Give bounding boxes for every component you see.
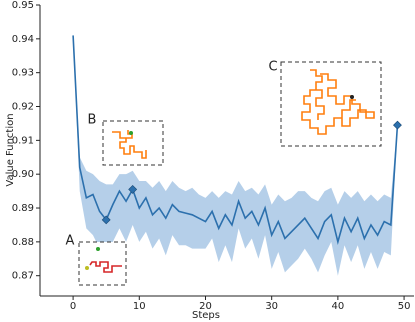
y-axis-label: Value Function	[5, 113, 16, 186]
y-tick-label: 0.92	[12, 102, 34, 113]
y-tick-label: 0.88	[12, 237, 34, 248]
diamond-marker	[393, 120, 402, 130]
annotation-label: A	[66, 234, 75, 249]
y-tick-label: 0.95	[12, 0, 34, 11]
inset-trajectory	[89, 261, 122, 273]
x-tick-label: 20	[199, 301, 212, 312]
diamond-marker	[101, 215, 111, 225]
inset-box	[102, 120, 164, 166]
x-tick-label: 50	[398, 301, 411, 312]
value-line	[72, 35, 399, 246]
y-tick-label: 0.89	[12, 203, 34, 214]
confidence-band	[73, 35, 398, 276]
x-tick-label: 40	[332, 301, 345, 312]
inset-dot	[96, 247, 100, 251]
inset-box	[280, 61, 382, 147]
inset-dot	[350, 95, 354, 99]
x-tick-label: 30	[265, 301, 278, 312]
inset-box	[78, 241, 127, 286]
annotation-label: B	[88, 113, 97, 128]
x-axis-label: Steps	[192, 310, 220, 321]
x-tick-label: 0	[70, 301, 76, 312]
inset-dot	[85, 266, 89, 270]
y-tick-label: 0.90	[12, 169, 34, 180]
diamond-marker	[128, 184, 138, 194]
y-tick-label: 0.93	[12, 68, 34, 79]
x-tick-label: 10	[133, 301, 146, 312]
annotation-label: C	[268, 60, 277, 75]
y-tick-label: 0.94	[12, 34, 34, 45]
y-tick-label: 0.87	[12, 271, 34, 282]
y-tick-label: 0.91	[12, 135, 34, 146]
inset-trajectory	[301, 69, 375, 135]
inset-dot	[129, 131, 133, 135]
